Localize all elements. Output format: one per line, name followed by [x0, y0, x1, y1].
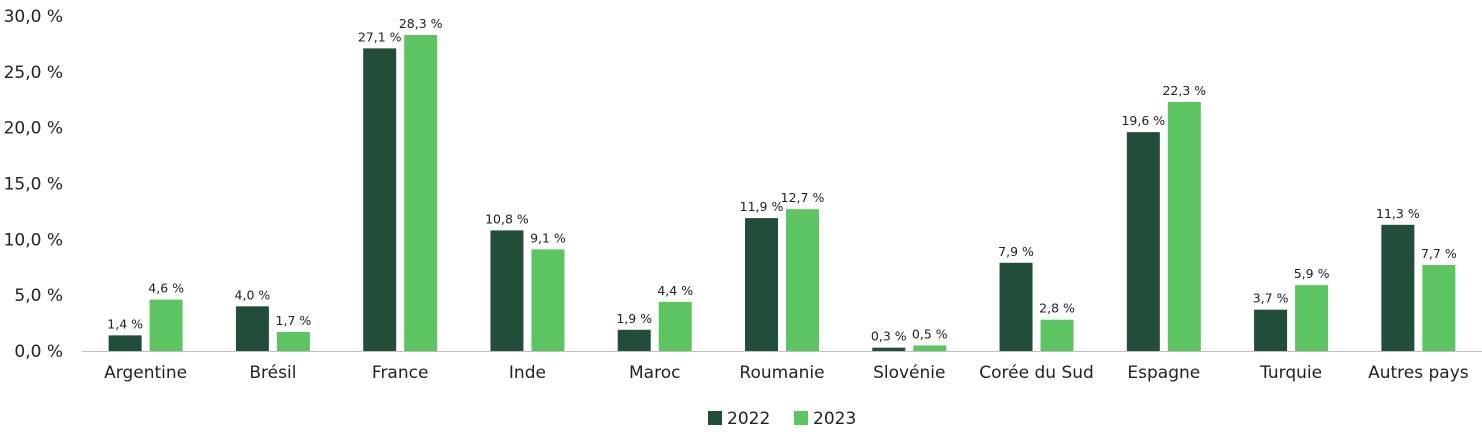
bar-2022: [617, 329, 651, 351]
bar-2023: [149, 299, 183, 351]
data-label: 1,9 %: [616, 311, 652, 326]
bar-2023: [1422, 265, 1456, 351]
data-label: 1,4 %: [107, 316, 143, 331]
x-tick-label: Turquie: [1259, 363, 1322, 383]
data-label: 19,6 %: [1121, 113, 1165, 128]
bar-2023: [913, 345, 947, 351]
data-label: 4,6 %: [148, 281, 184, 296]
data-labels: 1,4 % 4,6 % 4,0 % 1,7 % 27,1 %28,3 % 10,8 %9,…: [107, 16, 1457, 344]
legend-swatch-2022: [708, 411, 722, 425]
x-axis: Argentine Brésil France Inde Maroc Roumanie Sl…: [104, 363, 1469, 383]
x-tick-label: Maroc: [629, 363, 680, 383]
y-tick-label: 0,0 %: [14, 342, 63, 362]
data-label: 22,3 %: [1162, 83, 1206, 98]
x-tick-label: Argentine: [104, 363, 187, 383]
bar-2023: [276, 332, 310, 351]
bar-2022: [1254, 309, 1288, 351]
x-tick-label: Corée du Sud: [979, 363, 1094, 383]
bar-2022: [999, 262, 1033, 351]
legend: 2022 2023: [708, 409, 856, 429]
data-label: 28,3 %: [399, 16, 443, 31]
bar-2022: [1381, 224, 1415, 351]
bar-2022: [108, 335, 142, 351]
x-tick-label: Roumanie: [739, 363, 824, 383]
y-tick-label: 30,0 %: [4, 7, 63, 27]
data-label: 7,7 %: [1421, 246, 1457, 261]
data-label: 7,9 %: [998, 244, 1034, 259]
bar-2022: [1126, 132, 1160, 351]
y-tick-label: 5,0 %: [14, 286, 63, 306]
x-tick-label: Slovénie: [873, 363, 945, 383]
data-label: 1,7 %: [276, 313, 312, 328]
y-tick-label: 20,0 %: [4, 119, 63, 139]
legend-label-2022: 2022: [727, 409, 770, 429]
data-label: 9,1 %: [530, 230, 566, 245]
data-label: 5,9 %: [1294, 266, 1330, 281]
bar-2023: [531, 249, 565, 351]
data-label: 2,8 %: [1039, 301, 1075, 316]
data-label: 4,4 %: [657, 283, 693, 298]
bar-2022: [872, 347, 906, 351]
data-label: 0,5 %: [912, 326, 948, 341]
bar-2023: [1295, 285, 1329, 351]
bar-2023: [1167, 101, 1201, 351]
data-label: 10,8 %: [485, 211, 529, 226]
y-tick-label: 25,0 %: [4, 63, 63, 83]
x-tick-label: Inde: [509, 363, 546, 383]
y-axis: 0,0 % 5,0 % 10,0 % 15,0 % 20,0 % 25,0 % 30,0 %: [4, 7, 63, 362]
bar-2023: [1040, 319, 1074, 351]
bar-2022: [235, 306, 269, 351]
x-tick-label: Autres pays: [1368, 363, 1469, 383]
legend-swatch-2023: [794, 411, 808, 425]
data-label: 4,0 %: [235, 287, 271, 302]
bar-2022: [363, 48, 397, 352]
data-label: 11,3 %: [1376, 206, 1420, 221]
x-tick-label: France: [372, 363, 429, 383]
data-label: 11,9 %: [740, 199, 784, 214]
bar-2023: [658, 301, 692, 351]
bar-2023: [786, 209, 819, 351]
legend-label-2023: 2023: [813, 409, 856, 429]
bar-2022: [490, 230, 524, 351]
bars: [108, 34, 1456, 352]
data-label: 12,7 %: [781, 190, 825, 205]
x-tick-label: Brésil: [249, 363, 296, 383]
y-tick-label: 10,0 %: [4, 230, 63, 250]
data-label: 0,3 %: [871, 329, 907, 344]
y-tick-label: 15,0 %: [4, 175, 63, 195]
x-tick-label: Espagne: [1127, 363, 1200, 383]
data-label: 3,7 %: [1253, 291, 1289, 306]
bar-2022: [745, 218, 778, 351]
bar-2023: [404, 34, 438, 351]
data-label: 27,1 %: [358, 29, 402, 44]
